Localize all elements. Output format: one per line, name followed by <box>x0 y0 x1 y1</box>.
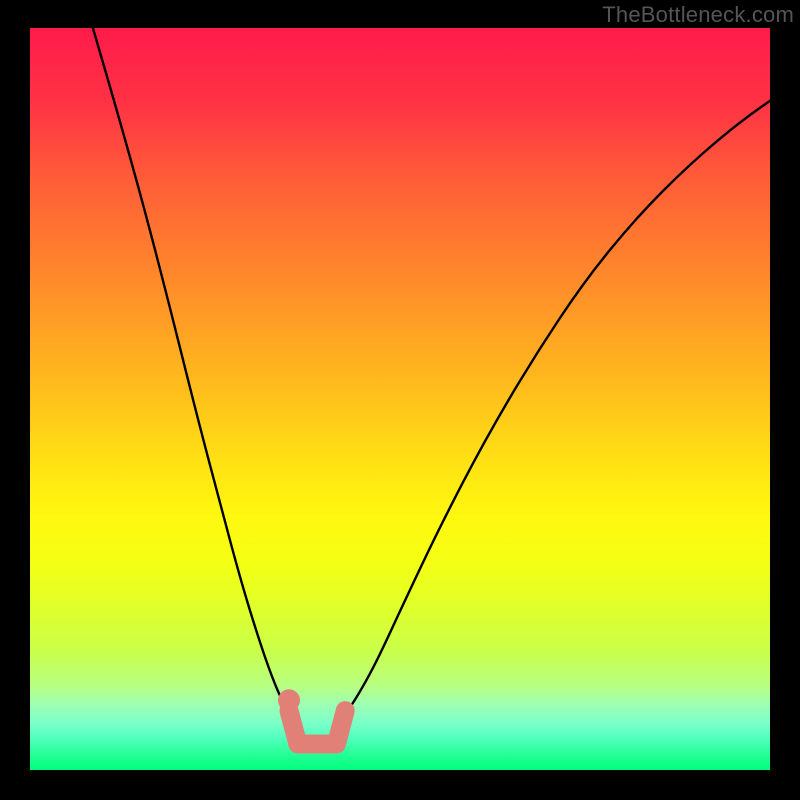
plot-svg <box>30 28 770 770</box>
plot-area <box>30 28 770 770</box>
plot-background <box>30 28 770 770</box>
watermark-text: TheBottleneck.com <box>602 2 794 28</box>
chart-outer: TheBottleneck.com <box>0 0 800 800</box>
